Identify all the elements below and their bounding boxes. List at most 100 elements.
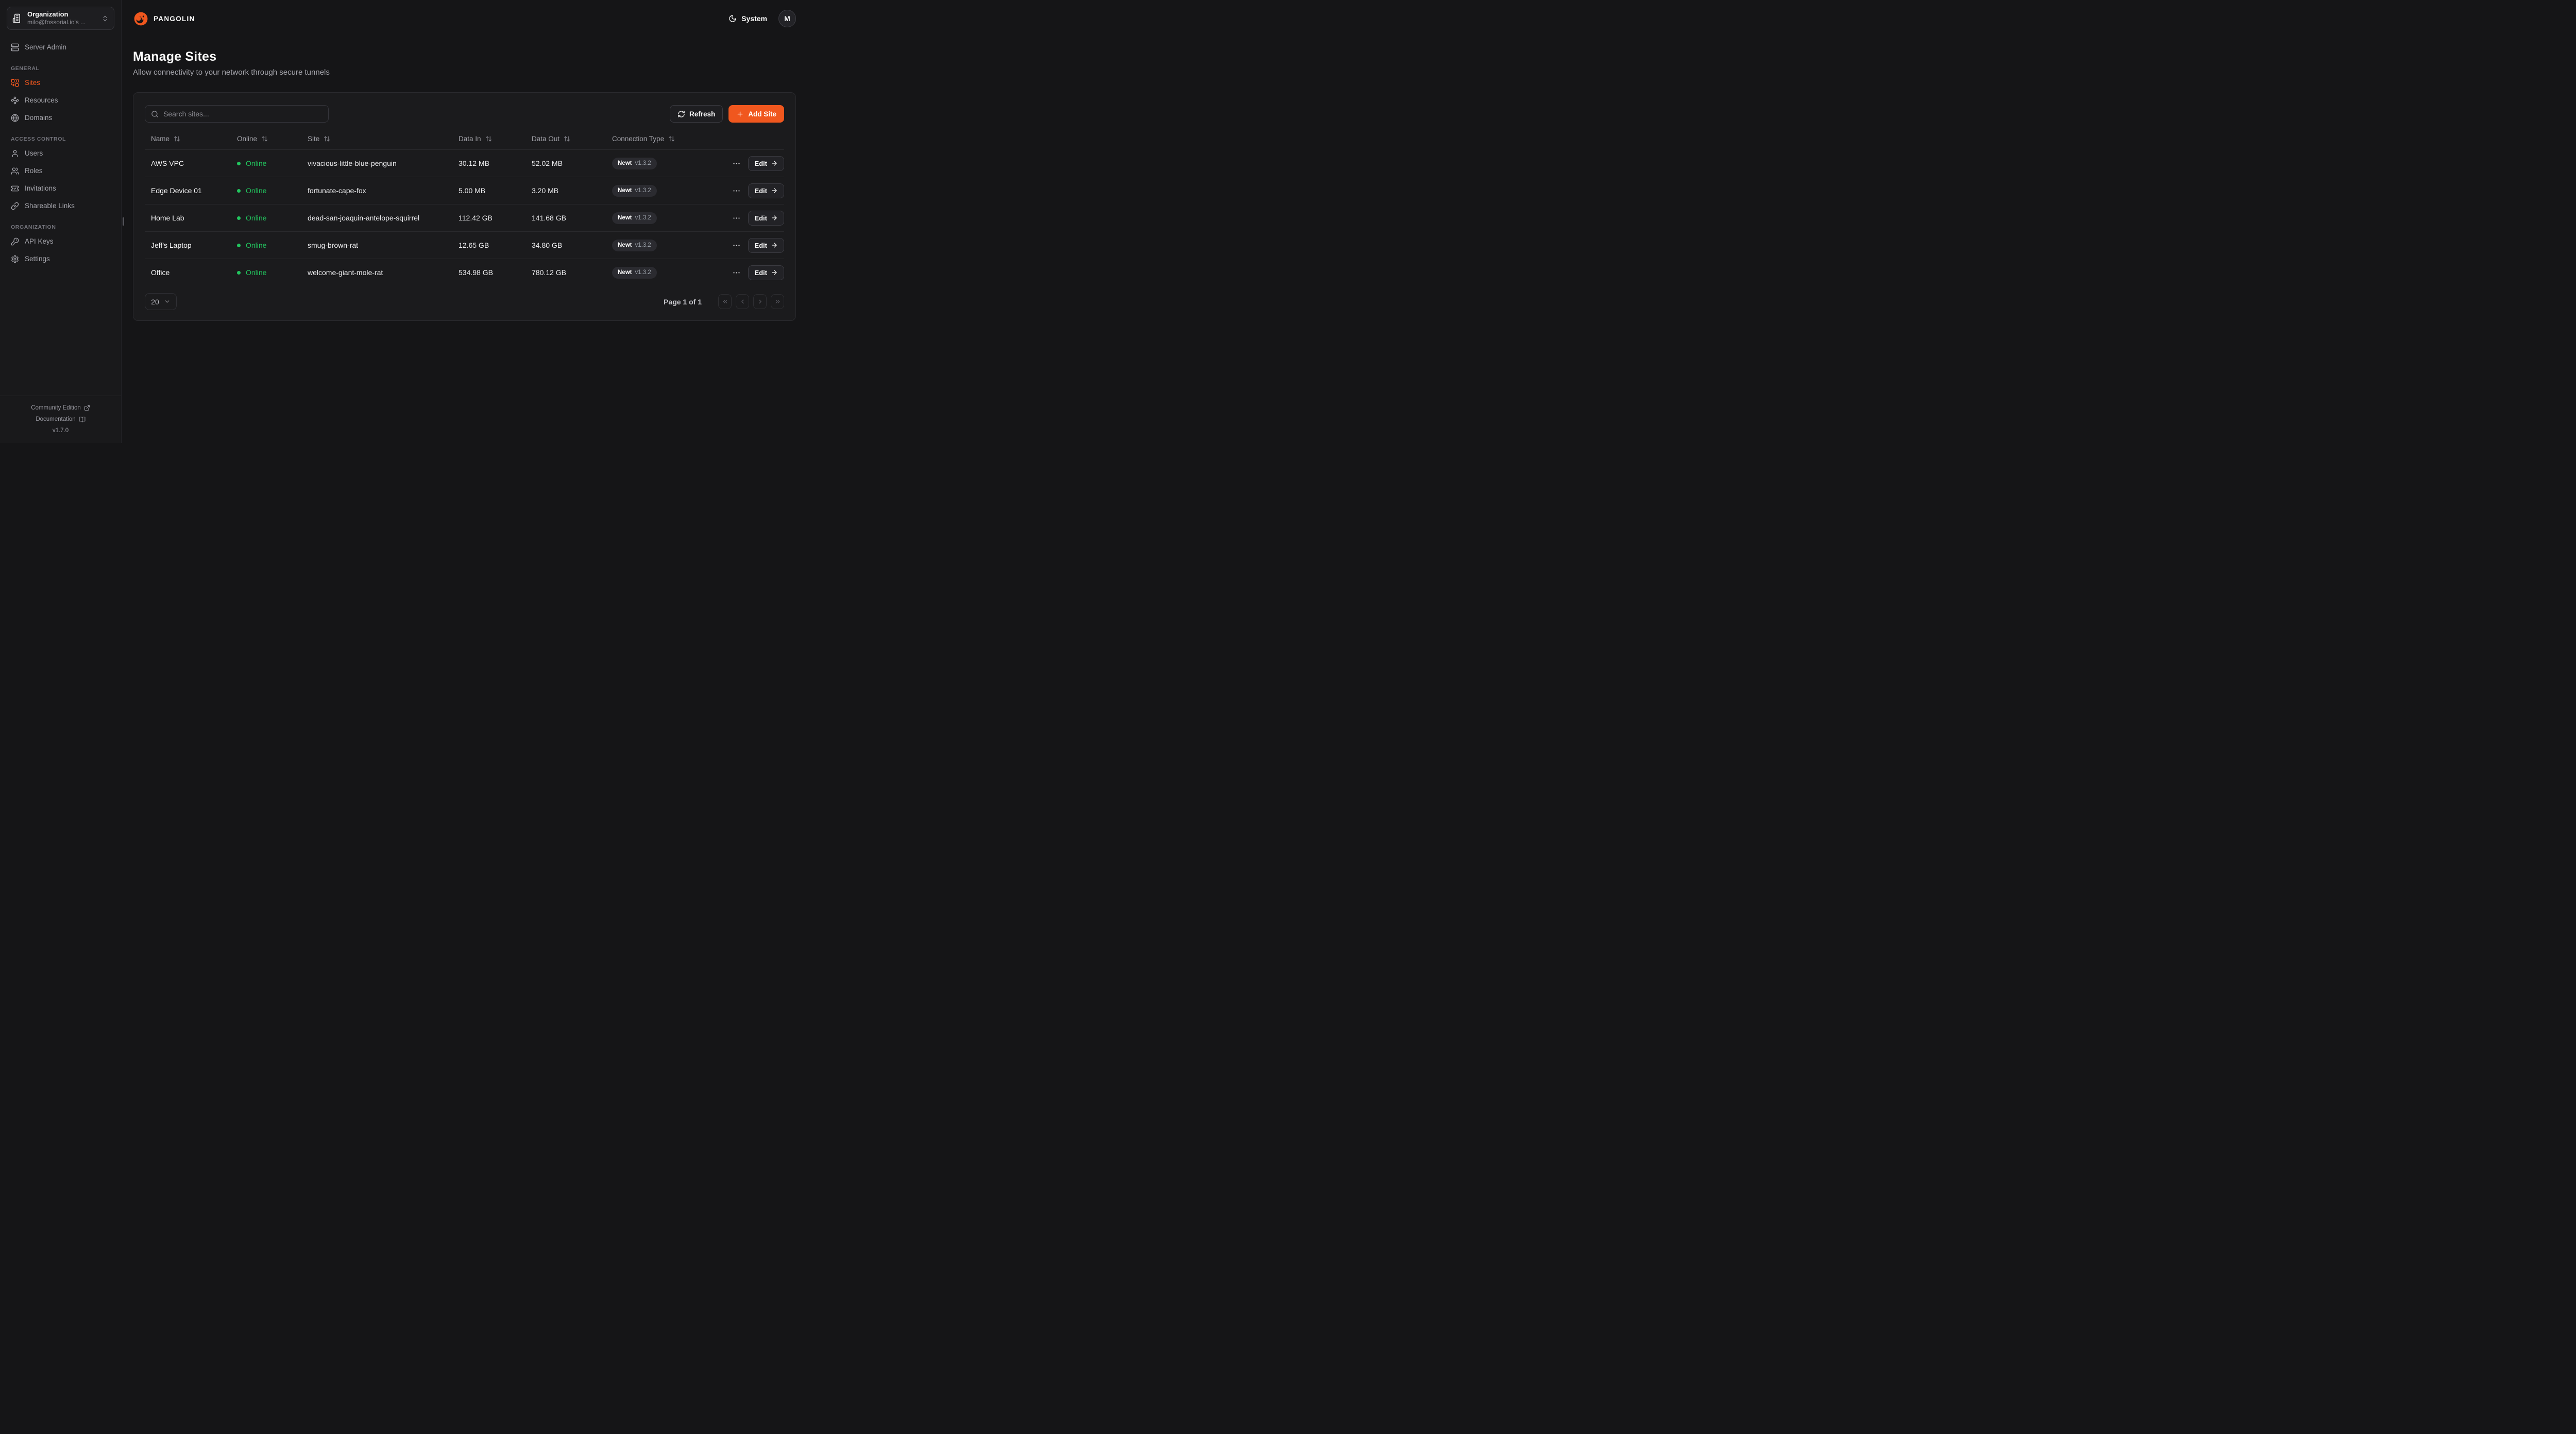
- community-edition-link[interactable]: Community Edition: [0, 402, 121, 414]
- ellipsis-icon: [733, 190, 740, 192]
- ellipsis-icon: [733, 217, 740, 219]
- edit-button[interactable]: Edit: [748, 210, 784, 226]
- last-page-button[interactable]: [771, 294, 784, 309]
- column-header-name[interactable]: Name: [145, 135, 231, 143]
- add-site-button[interactable]: Add Site: [728, 105, 784, 123]
- user-avatar[interactable]: M: [778, 10, 796, 27]
- sidebar-item-domains[interactable]: Domains: [8, 112, 113, 124]
- column-header-data-in[interactable]: Data In: [452, 135, 526, 143]
- pager: Page 1 of 1: [664, 294, 784, 309]
- sites-table-card: Refresh Add Site Name Online Site: [133, 92, 796, 321]
- sidebar-item-roles[interactable]: Roles: [8, 165, 113, 177]
- theme-toggle[interactable]: System: [728, 14, 767, 23]
- data-out-cell: 780.12 GB: [532, 268, 566, 277]
- sidebar-item-invitations[interactable]: Invitations: [8, 182, 113, 194]
- connection-version-label: v1.3.2: [635, 160, 651, 166]
- column-header-site[interactable]: Site: [301, 135, 452, 143]
- topbar-right: System M: [728, 10, 796, 27]
- site-id-cell: vivacious-little-blue-penguin: [308, 159, 397, 167]
- sidebar-nav: Server Admin GENERAL Sites Resources Dom…: [7, 41, 114, 265]
- page-subtitle: Allow connectivity to your network throu…: [133, 68, 330, 77]
- sidebar-item-resources[interactable]: Resources: [8, 94, 113, 106]
- previous-page-button[interactable]: [736, 294, 749, 309]
- sidebar-footer: Community Edition Documentation v1.7.0: [0, 396, 121, 443]
- sidebar-item-sites[interactable]: Sites: [8, 77, 113, 89]
- chevron-right-icon: [758, 299, 761, 304]
- table-toolbar: Refresh Add Site: [145, 105, 784, 123]
- sidebar-resize-handle[interactable]: [123, 217, 124, 226]
- connection-type-label: Newt: [618, 269, 632, 276]
- sort-icon: [324, 136, 330, 141]
- site-name-cell: AWS VPC: [151, 159, 184, 167]
- column-header-data-out[interactable]: Data Out: [526, 135, 606, 143]
- site-id-cell: smug-brown-rat: [308, 241, 359, 249]
- row-actions-menu-button[interactable]: [718, 268, 743, 277]
- row-actions-menu-button[interactable]: [718, 241, 743, 250]
- edit-button[interactable]: Edit: [748, 183, 784, 198]
- sidebar-item-label: Shareable Links: [25, 202, 75, 210]
- data-in-cell: 112.42 GB: [459, 214, 493, 222]
- sidebar-item-label: Settings: [25, 255, 50, 263]
- page-info: Page 1 of 1: [664, 297, 702, 306]
- sidebar-item-shareable-links[interactable]: Shareable Links: [8, 200, 113, 212]
- table-row: Office Online welcome-giant-mole-rat 534…: [145, 259, 784, 286]
- row-actions-menu-button[interactable]: [718, 159, 743, 168]
- online-dot: [237, 189, 241, 193]
- brand-logo[interactable]: PANGOLIN: [133, 11, 195, 27]
- avatar-initial: M: [784, 14, 790, 23]
- page-size-select[interactable]: 20: [145, 293, 177, 310]
- sidebar-item-users[interactable]: Users: [8, 147, 113, 159]
- gear-icon: [11, 255, 19, 263]
- online-status-cell: Online: [231, 159, 301, 167]
- edit-button[interactable]: Edit: [748, 156, 784, 171]
- site-name-cell: Jeff's Laptop: [151, 241, 192, 249]
- org-switcher[interactable]: Organization milo@fossorial.io's ...: [7, 7, 114, 30]
- connection-version-label: v1.3.2: [635, 269, 651, 276]
- column-header-connection-type[interactable]: Connection Type: [606, 135, 718, 143]
- page-title: Manage Sites: [133, 49, 217, 64]
- connection-version-label: v1.3.2: [635, 242, 651, 248]
- arrow-right-icon: [772, 161, 777, 166]
- site-id-cell: welcome-giant-mole-rat: [308, 268, 383, 277]
- table-row: AWS VPC Online vivacious-little-blue-pen…: [145, 149, 784, 177]
- documentation-link[interactable]: Documentation: [0, 414, 121, 425]
- connection-type-cell: Newt v1.3.2: [606, 184, 718, 197]
- search-input[interactable]: [163, 110, 323, 118]
- online-status-cell: Online: [231, 186, 301, 195]
- sidebar-item-server-admin[interactable]: Server Admin: [8, 41, 113, 53]
- table-row: Jeff's Laptop Online smug-brown-rat 12.6…: [145, 231, 784, 259]
- users-icon: [11, 167, 19, 175]
- sidebar-item-settings[interactable]: Settings: [8, 253, 113, 265]
- column-header-online[interactable]: Online: [231, 135, 301, 143]
- row-actions-menu-button[interactable]: [718, 214, 743, 223]
- edit-button[interactable]: Edit: [748, 237, 784, 253]
- site-name-cell: Edge Device 01: [151, 186, 202, 195]
- documentation-label: Documentation: [36, 416, 76, 422]
- column-label: Data In: [459, 134, 481, 143]
- table-row: Home Lab Online dead-san-joaquin-antelop…: [145, 204, 784, 231]
- refresh-button[interactable]: Refresh: [669, 105, 723, 123]
- row-actions-menu-button[interactable]: [718, 186, 743, 195]
- online-status-label: Online: [246, 159, 267, 167]
- first-page-button[interactable]: [718, 294, 732, 309]
- toolbar-actions: Refresh Add Site: [669, 105, 784, 123]
- section-heading-access-control: ACCESS CONTROL: [11, 136, 66, 142]
- add-site-label: Add Site: [748, 110, 776, 118]
- key-icon: [11, 237, 19, 245]
- site-id-cell: dead-san-joaquin-antelope-squirrel: [308, 214, 420, 222]
- sidebar-item-label: Invitations: [25, 184, 56, 192]
- site-id-cell: fortunate-cape-fox: [308, 186, 366, 195]
- connection-badge: Newt v1.3.2: [612, 157, 657, 169]
- refresh-icon: [678, 110, 685, 117]
- edit-label: Edit: [754, 268, 767, 277]
- sidebar-item-label: Roles: [25, 167, 43, 175]
- online-dot: [237, 270, 241, 275]
- sidebar-item-api-keys[interactable]: API Keys: [8, 235, 113, 247]
- data-out-cell: 34.80 GB: [532, 241, 563, 249]
- next-page-button[interactable]: [753, 294, 767, 309]
- edit-button[interactable]: Edit: [748, 265, 784, 280]
- arrow-right-icon: [772, 243, 777, 248]
- sidebar-item-label: Server Admin: [25, 43, 67, 51]
- org-switcher-value: milo@fossorial.io's ...: [27, 19, 86, 26]
- data-out-cell: 52.02 MB: [532, 159, 563, 167]
